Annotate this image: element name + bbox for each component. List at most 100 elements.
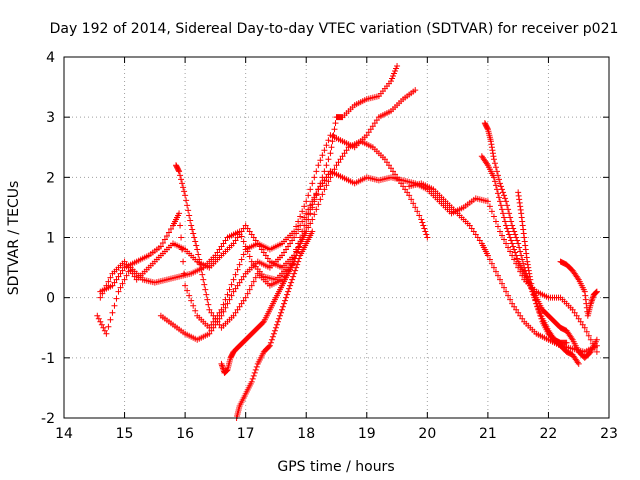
data-point	[309, 180, 316, 187]
data-point	[193, 242, 200, 249]
data-point	[515, 189, 522, 196]
data-point	[505, 228, 512, 235]
data-point	[525, 267, 532, 274]
data-point	[311, 211, 318, 218]
data-point	[495, 194, 502, 201]
data-point	[246, 286, 253, 293]
data-point	[582, 292, 589, 299]
data-point	[521, 238, 528, 245]
data-point	[109, 282, 116, 289]
series-pass-11	[515, 189, 570, 346]
data-point	[518, 214, 525, 221]
data-point	[383, 159, 390, 166]
data-point	[303, 210, 310, 217]
data-point	[230, 288, 237, 295]
data-point	[513, 234, 520, 241]
data-point	[95, 315, 102, 322]
data-point	[373, 117, 380, 124]
data-point	[295, 246, 302, 253]
data-point	[521, 234, 528, 241]
data-point	[208, 309, 215, 316]
data-point	[517, 312, 524, 319]
data-point	[296, 243, 303, 250]
data-point	[260, 249, 267, 256]
data-point	[200, 276, 207, 283]
y-tick-label: 1	[46, 231, 55, 247]
data-point	[319, 152, 326, 159]
data-point	[505, 206, 512, 213]
data-point	[323, 162, 330, 169]
data-point	[234, 306, 241, 313]
data-point	[414, 208, 421, 215]
data-point	[486, 256, 493, 263]
data-point	[121, 276, 128, 283]
data-point	[250, 372, 257, 379]
data-point	[517, 206, 524, 213]
data-points	[94, 63, 600, 421]
data-point	[216, 246, 223, 253]
data-point	[537, 312, 544, 319]
data-point	[526, 273, 533, 280]
data-point	[500, 210, 507, 217]
data-point	[240, 251, 247, 258]
data-point	[573, 312, 580, 319]
data-point	[131, 273, 138, 280]
data-point	[516, 244, 523, 251]
data-point	[509, 240, 516, 247]
data-point	[163, 232, 170, 239]
data-point	[498, 202, 505, 209]
data-point	[363, 132, 370, 139]
data-point	[503, 222, 510, 229]
data-point	[511, 303, 518, 310]
data-point	[581, 288, 588, 295]
data-point	[390, 73, 397, 80]
data-point	[406, 192, 413, 199]
data-point	[335, 159, 342, 166]
data-point	[593, 336, 600, 343]
data-point	[522, 246, 529, 253]
data-point	[495, 176, 502, 183]
data-point	[508, 218, 515, 225]
data-point	[186, 212, 193, 219]
data-point	[199, 271, 206, 278]
data-point	[341, 150, 348, 157]
data-point	[178, 234, 185, 241]
data-point	[230, 312, 237, 319]
series-pass-6	[218, 228, 310, 376]
data-point	[488, 260, 495, 267]
data-point	[127, 267, 134, 274]
data-point	[404, 189, 411, 196]
data-point	[317, 196, 324, 203]
data-point	[218, 312, 225, 319]
data-point	[285, 288, 292, 295]
data-point	[287, 282, 294, 289]
data-point	[218, 360, 225, 367]
data-point	[582, 296, 589, 303]
data-point	[492, 218, 499, 225]
data-point	[222, 304, 229, 311]
data-point	[183, 197, 190, 204]
data-point	[507, 214, 514, 221]
data-point	[509, 222, 516, 229]
data-point	[328, 144, 335, 151]
data-point	[107, 274, 114, 281]
data-point	[113, 295, 120, 302]
data-point	[97, 318, 104, 325]
data-point	[423, 231, 430, 238]
data-point	[519, 218, 526, 225]
data-point	[210, 312, 217, 319]
data-point	[371, 120, 378, 127]
data-point	[538, 315, 545, 322]
data-point	[391, 70, 398, 77]
data-point	[111, 279, 118, 286]
data-point	[176, 210, 183, 217]
data-point	[388, 165, 394, 172]
data-point	[113, 276, 120, 283]
data-point	[305, 206, 312, 213]
data-point	[472, 231, 479, 238]
data-point	[315, 201, 322, 208]
data-point	[204, 296, 211, 303]
data-point	[515, 240, 522, 247]
data-point	[514, 255, 521, 262]
